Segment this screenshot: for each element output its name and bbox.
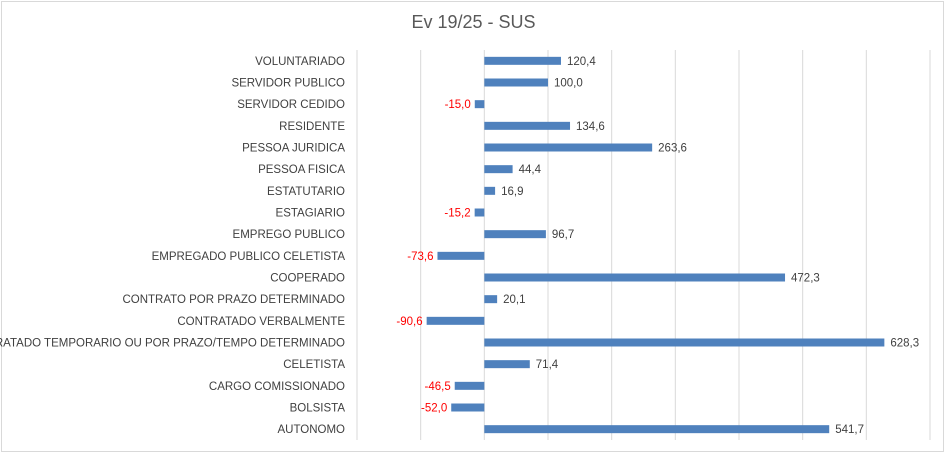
data-label: 16,9 — [501, 186, 523, 198]
category-label: VOLUNTARIADO — [255, 56, 345, 68]
data-label: -52,0 — [421, 403, 447, 415]
data-label: 120,4 — [567, 56, 596, 68]
category-label: SERVIDOR PUBLICO — [231, 78, 345, 90]
bar — [484, 165, 513, 174]
bar — [484, 186, 496, 195]
bar — [484, 121, 571, 130]
data-label: -15,0 — [445, 99, 471, 111]
data-label: 134,6 — [576, 121, 605, 133]
data-label: 472,3 — [791, 273, 820, 285]
bar — [484, 78, 548, 87]
bar — [484, 295, 498, 304]
bar — [484, 230, 546, 239]
data-label: 628,3 — [890, 338, 919, 350]
bar — [474, 100, 485, 109]
data-label: 20,1 — [503, 294, 525, 306]
bar — [474, 208, 485, 217]
bar — [484, 56, 561, 65]
category-label: EMPREGO PUBLICO — [233, 229, 346, 241]
category-label: AUTONOMO — [277, 424, 345, 436]
category-label: CELETISTA — [283, 359, 345, 371]
category-label: EMPREGADO PUBLICO CELETISTA — [152, 251, 346, 263]
bar — [484, 273, 786, 282]
data-label: 96,7 — [552, 229, 574, 241]
category-label: CONTRATADO VERBALMENTE — [177, 316, 345, 328]
data-label: -90,6 — [396, 316, 422, 328]
bar — [426, 316, 485, 325]
data-label: 71,4 — [536, 359, 559, 371]
data-label: 263,6 — [658, 143, 687, 155]
category-label: SERVIDOR CEDIDO — [237, 99, 345, 111]
bar — [484, 338, 885, 347]
bar — [454, 381, 485, 390]
chart-title: Ev 19/25 - SUS — [411, 12, 536, 32]
category-label: PESSOA FISICA — [258, 164, 345, 176]
category-label: RESIDENTE — [279, 121, 345, 133]
data-label: -15,2 — [444, 208, 470, 220]
category-label: PESSOA JURIDICA — [242, 143, 345, 155]
bar — [451, 403, 485, 412]
data-label: 100,0 — [554, 78, 583, 90]
bar — [484, 425, 830, 434]
category-label: ESTATUTARIO — [267, 186, 345, 198]
category-label: CARGO COMISSIONADO — [209, 381, 345, 393]
bar — [484, 360, 530, 369]
category-label: COOPERADO — [270, 273, 345, 285]
category-label: BOLSISTA — [290, 403, 346, 415]
data-label: -73,6 — [407, 251, 433, 263]
category-label: ESTAGIARIO — [276, 208, 345, 220]
category-label: CONTRATADO TEMPORARIO OU POR PRAZO/TEMPO… — [0, 338, 345, 350]
bar — [484, 143, 653, 152]
data-label: 541,7 — [835, 424, 864, 436]
data-label: 44,4 — [519, 164, 542, 176]
data-label: -46,5 — [425, 381, 451, 393]
bar — [437, 251, 485, 260]
category-label: CONTRATO POR PRAZO DETERMINADO — [122, 294, 345, 306]
